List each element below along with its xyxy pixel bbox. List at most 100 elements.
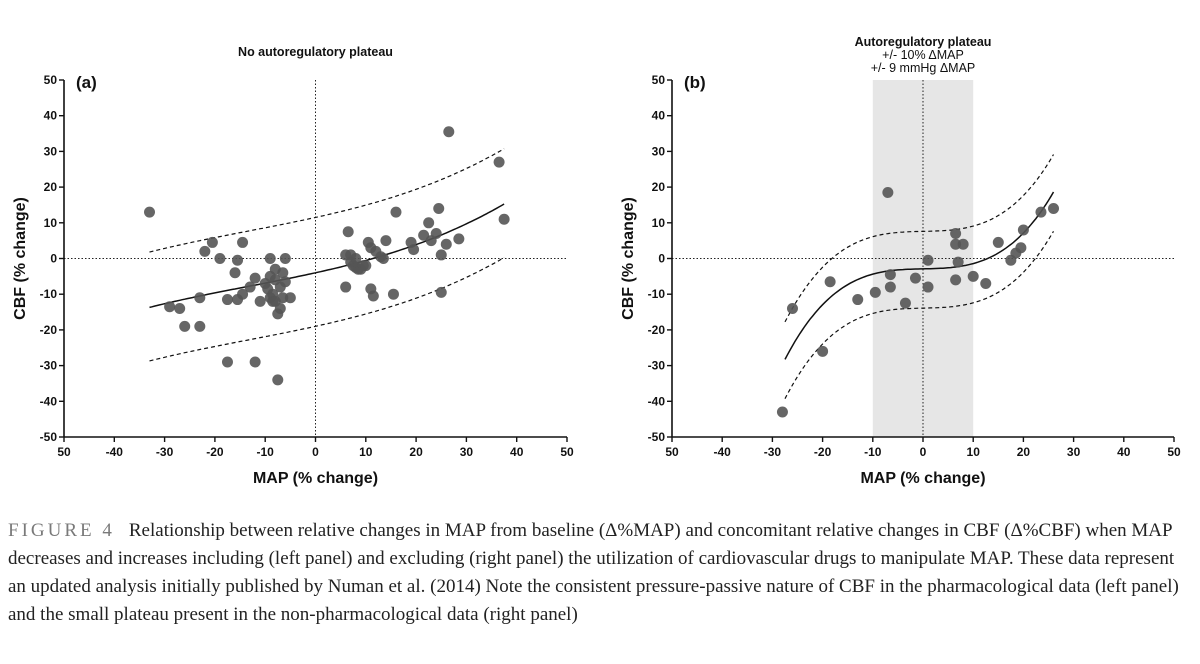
data-point	[922, 281, 934, 293]
data-point	[884, 281, 896, 293]
panel-label: (b)	[684, 73, 706, 92]
x-tick-label: 20	[409, 445, 423, 459]
data-point	[882, 186, 894, 198]
data-point	[423, 217, 435, 229]
data-point	[1015, 242, 1027, 254]
data-point	[776, 406, 788, 418]
x-tick-label: -20	[206, 445, 224, 459]
data-point	[279, 253, 291, 264]
data-point	[164, 301, 176, 313]
data-point	[440, 238, 452, 250]
y-tick-label: 50	[44, 73, 58, 87]
x-tick-label: 40	[1117, 445, 1131, 459]
data-point	[360, 260, 372, 272]
data-point	[174, 302, 186, 314]
y-tick-label: -20	[40, 323, 58, 337]
y-tick-label: 10	[652, 216, 666, 230]
data-point	[852, 294, 864, 306]
data-point	[817, 345, 829, 357]
data-point	[277, 267, 289, 279]
data-point	[221, 356, 233, 368]
x-tick-label: 50	[57, 445, 71, 459]
data-point	[957, 238, 969, 250]
data-point	[179, 320, 191, 332]
data-point	[1035, 206, 1047, 218]
panel-label: (a)	[76, 73, 97, 92]
data-point	[435, 249, 447, 261]
y-tick-label: 30	[44, 144, 58, 158]
panel-subtitle: +/- 10% ΔMAP	[882, 48, 964, 62]
x-tick-label: 30	[460, 445, 474, 459]
data-point	[435, 286, 447, 298]
data-point	[264, 253, 276, 264]
ci-upper-line	[149, 148, 505, 253]
data-point	[390, 206, 402, 218]
y-tick-label: -10	[648, 287, 666, 301]
data-point	[249, 356, 261, 368]
x-tick-label: 40	[510, 445, 524, 459]
data-point	[229, 267, 241, 279]
x-tick-label: 10	[967, 445, 981, 459]
y-tick-label: 10	[44, 216, 58, 230]
x-tick-label: 30	[1067, 445, 1081, 459]
x-tick-label: 50	[560, 445, 574, 459]
data-point	[380, 235, 392, 247]
fit-line	[784, 191, 1055, 360]
y-tick-label: 50	[652, 73, 666, 87]
data-point	[950, 228, 962, 240]
y-axis-label: CBF (% change)	[620, 197, 637, 320]
data-point	[194, 292, 206, 304]
data-point	[408, 244, 420, 256]
y-tick-label: 20	[44, 180, 58, 194]
x-tick-label: -30	[764, 445, 782, 459]
y-tick-label: -10	[40, 287, 58, 301]
data-point	[884, 269, 896, 281]
x-tick-label: 0	[920, 445, 927, 459]
y-tick-label: -50	[40, 430, 58, 444]
data-point	[221, 294, 233, 306]
data-point	[342, 226, 354, 238]
data-point	[950, 238, 962, 250]
y-tick-label: 0	[658, 252, 665, 266]
y-axis-label: CBF (% change)	[12, 197, 29, 320]
data-point	[194, 320, 206, 332]
figure-caption: FIGURE 4 Relationship between relative ch…	[8, 517, 1188, 629]
y-tick-label: -40	[648, 394, 666, 408]
data-point	[980, 277, 992, 289]
data-point	[199, 245, 211, 257]
data-point	[1048, 203, 1060, 215]
data-point	[786, 302, 798, 314]
x-tick-label: -20	[814, 445, 832, 459]
data-point	[249, 272, 261, 284]
panel-b: 50 -40 -30 -20 -10 0 10 20 30 40 50 50 40 30 20 10 0 -10 -…	[620, 35, 1181, 487]
fit-line	[149, 203, 505, 309]
data-point	[824, 276, 836, 288]
ci-lower-line	[784, 230, 1055, 399]
data-point	[430, 228, 442, 240]
panel-a: 50 -40 -30 -20 -10 0 10 20 30 40 50 50 40 30 20 10 0 -10 -…	[12, 45, 574, 487]
data-point	[144, 206, 156, 218]
y-tick-label: 0	[50, 252, 57, 266]
data-point	[237, 236, 249, 248]
x-tick-label: 50	[665, 445, 679, 459]
data-point	[284, 292, 296, 304]
ci-upper-line	[784, 154, 1055, 323]
data-point	[493, 156, 505, 168]
x-axis-label: MAP (% change)	[860, 470, 985, 487]
x-tick-label: 0	[312, 445, 319, 459]
data-point	[433, 203, 445, 215]
x-tick-label: 10	[359, 445, 373, 459]
data-point	[992, 236, 1004, 248]
y-tick-label: 40	[652, 109, 666, 123]
data-point	[1017, 224, 1029, 236]
data-point	[967, 270, 979, 282]
panel-title: No autoregulatory plateau	[238, 45, 393, 59]
data-point	[350, 253, 362, 264]
data-point	[387, 288, 399, 300]
data-point	[232, 254, 244, 266]
caption-figure-label: FIGURE 4	[8, 520, 115, 541]
data-point	[443, 126, 455, 138]
x-tick-label: -40	[714, 445, 732, 459]
data-point	[274, 302, 286, 314]
data-point	[272, 374, 284, 386]
